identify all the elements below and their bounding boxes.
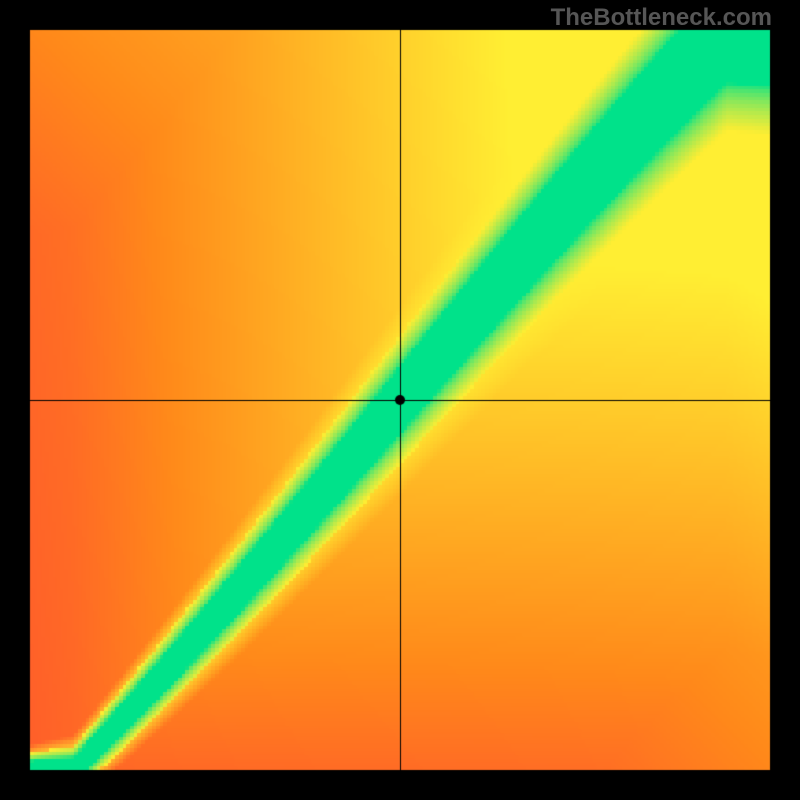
watermark-text: TheBottleneck.com <box>551 4 772 32</box>
chart-container: TheBottleneck.com <box>0 0 800 800</box>
heatmap-plot <box>0 0 800 800</box>
